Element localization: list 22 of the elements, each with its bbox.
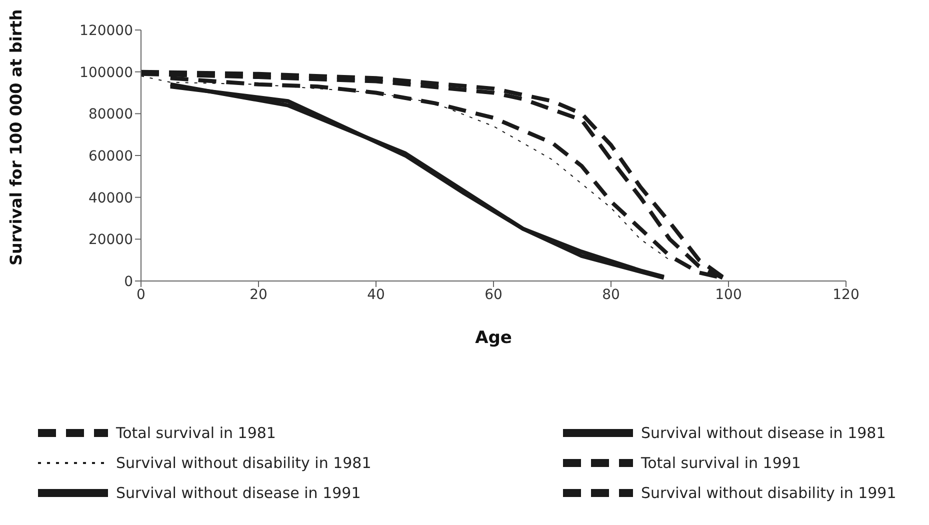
x-tick-label: 40 bbox=[367, 286, 385, 303]
legend-label: Total survival in 1981 bbox=[116, 424, 276, 442]
x-tick-label: 120 bbox=[832, 286, 860, 303]
legend-label: Total survival in 1991 bbox=[641, 454, 801, 472]
legend-label: Survival without disease in 1981 bbox=[641, 424, 886, 442]
x-tick-label: 100 bbox=[715, 286, 742, 303]
x-axis-title: Age bbox=[475, 328, 512, 348]
x-tick-label: 80 bbox=[602, 286, 620, 303]
x-tick-label: 60 bbox=[484, 286, 502, 303]
y-tick-label: 80000 bbox=[88, 106, 133, 123]
legend-label: Survival without disability in 1981 bbox=[116, 454, 372, 472]
legend-label: Survival without disability in 1991 bbox=[641, 484, 896, 502]
y-tick-label: 0 bbox=[124, 274, 133, 290]
y-axis-title: Survival for 100 000 at birth bbox=[6, 9, 26, 266]
x-tick-label: 20 bbox=[250, 286, 268, 303]
legend-label: Survival without disease in 1991 bbox=[116, 484, 361, 502]
y-tick-label: 120000 bbox=[80, 22, 133, 39]
y-tick-label: 20000 bbox=[88, 232, 133, 248]
y-tick-label: 40000 bbox=[88, 190, 133, 206]
x-tick-label: 0 bbox=[136, 286, 146, 303]
y-tick-label: 100000 bbox=[80, 64, 133, 81]
y-tick-label: 60000 bbox=[88, 148, 133, 164]
